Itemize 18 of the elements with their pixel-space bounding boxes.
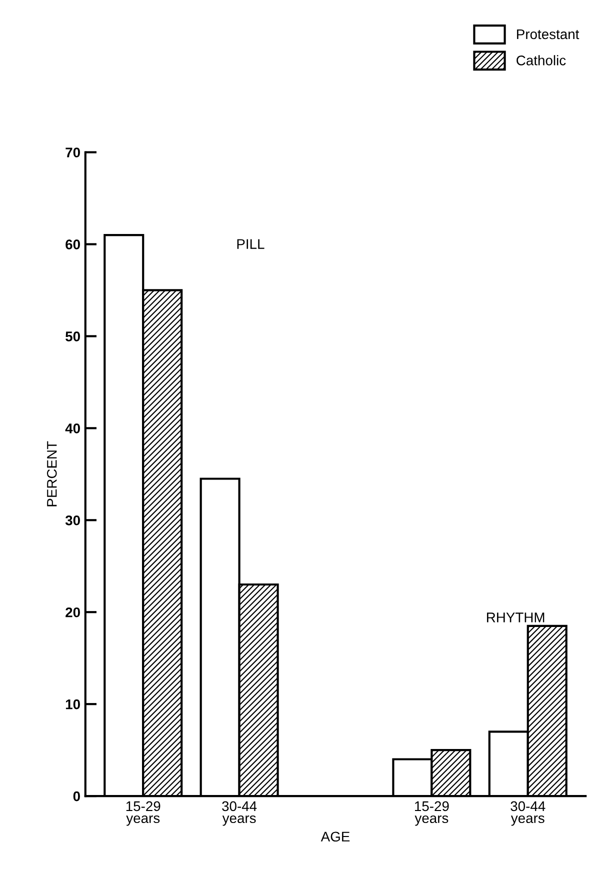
y-tick-label: 0 [73, 791, 80, 802]
y-tick-label: 30 [65, 515, 80, 526]
legend-label: Catholic [516, 55, 566, 66]
x-axis-title: AGE [320, 832, 350, 842]
y-axis-title: PERCENT [46, 441, 57, 506]
y-tick-label: 10 [66, 699, 80, 710]
annotation: PILL [237, 239, 264, 249]
legend-label: Protestant [517, 29, 580, 40]
y-tick-label: 50 [66, 332, 80, 342]
x-tick-label: 30-44 years [510, 801, 546, 826]
x-tick-label: 30-44 years [222, 801, 257, 826]
annotation: RHYTHM [487, 612, 544, 622]
x-tick-label: 15-29 years [414, 801, 449, 826]
y-tick-label: 70 [66, 148, 80, 158]
y-tick-label: 60 [66, 240, 80, 250]
y-tick-label: 40 [65, 424, 80, 434]
x-tick-label: 15-29 years [126, 801, 160, 826]
y-tick-label: 20 [66, 607, 80, 618]
